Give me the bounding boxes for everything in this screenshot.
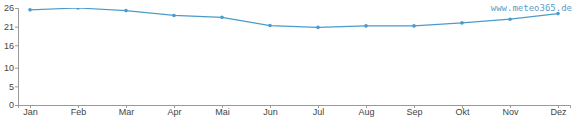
x-tick-label: Aug — [358, 107, 374, 117]
x-tick-label: Sep — [406, 107, 422, 117]
x-tick: Okt — [455, 105, 470, 117]
x-tick-label: Jul — [313, 107, 325, 117]
x-tick-label: Jun — [263, 107, 278, 117]
y-axis-line — [15, 9, 19, 106]
x-tick: Apr — [167, 105, 181, 117]
y-tick: 10 — [4, 63, 18, 73]
x-tick-label: Mar — [119, 107, 135, 117]
y-tick: 5 — [9, 82, 18, 92]
marker — [172, 14, 176, 18]
x-tick: Jul — [313, 105, 325, 117]
marker — [28, 8, 32, 12]
y-tick-mark — [15, 45, 18, 46]
y-tick: 21 — [4, 22, 18, 32]
chart: 0 5 10 16 21 26 Jan Feb Mar Apr Mai Jun Jul Aug Sep Okt… — [0, 0, 576, 120]
y-tick-label: 0 — [9, 100, 14, 110]
y-tick-label: 5 — [9, 82, 14, 92]
marker — [76, 8, 80, 10]
y-tick-label: 16 — [4, 41, 14, 51]
x-tick-label: Mai — [215, 107, 230, 117]
marker — [316, 26, 320, 30]
x-tick: Sep — [406, 105, 422, 117]
annotation: www.meteo365.de — [491, 3, 572, 13]
x-tick: Dez — [550, 105, 567, 117]
x-axis: Jan Feb Mar Apr Mai Jun Jul Aug Sep Okt Nov Dez — [19, 105, 571, 117]
y-tick-label: 26 — [4, 3, 14, 13]
x-tick: Aug — [358, 105, 374, 117]
marker — [124, 9, 128, 13]
y-tick-mark — [15, 105, 18, 106]
x-tick-label: Feb — [71, 107, 87, 117]
y-tick: 26 — [4, 3, 18, 13]
y-tick-mark — [15, 8, 18, 9]
x-tick: Jan — [23, 105, 38, 117]
marker — [364, 24, 368, 28]
x-axis-line — [19, 106, 571, 109]
x-tick: Mar — [119, 105, 135, 117]
y-tick-mark — [15, 27, 18, 28]
x-tick-label: Jan — [23, 107, 38, 117]
x-tick: Jun — [263, 105, 278, 117]
x-tick-label: Apr — [167, 107, 181, 117]
x-tick: Feb — [71, 105, 87, 117]
x-tick: Mai — [215, 105, 230, 117]
series — [28, 8, 560, 29]
plot: 0 5 10 16 21 26 Jan Feb Mar Apr Mai Jun Jul Aug Sep Okt… — [4, 3, 571, 117]
marker — [220, 16, 224, 20]
x-tick-label: Dez — [550, 107, 567, 117]
y-tick: 0 — [9, 100, 18, 110]
y-tick-label: 21 — [4, 22, 14, 32]
y-tick-mark — [15, 68, 18, 69]
line — [30, 8, 558, 27]
y-tick-mark — [15, 86, 18, 87]
marker — [268, 24, 272, 28]
y-tick: 16 — [4, 41, 18, 51]
y-axis: 0 5 10 16 21 26 — [4, 3, 19, 110]
x-tick-label: Okt — [455, 107, 470, 117]
x-tick-label: Nov — [502, 107, 519, 117]
x-tick: Nov — [502, 105, 519, 117]
marker — [460, 21, 464, 25]
marker — [412, 24, 416, 28]
y-tick-label: 10 — [4, 63, 14, 73]
marker — [508, 17, 512, 21]
